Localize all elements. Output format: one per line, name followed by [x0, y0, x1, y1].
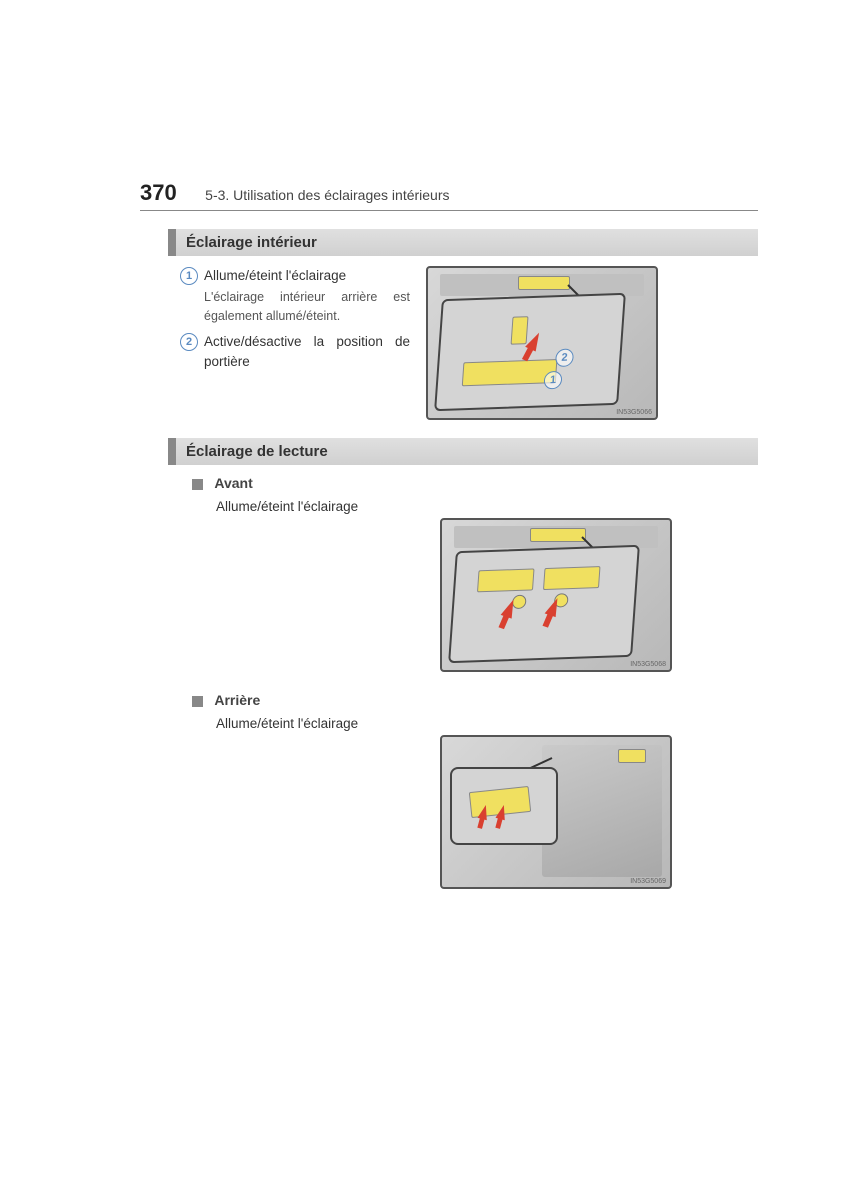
- page-number: 370: [140, 180, 177, 206]
- list-item: 1 Allume/éteint l'éclairage L'éclairage …: [180, 266, 410, 326]
- section1-row: 1 Allume/éteint l'éclairage L'éclairage …: [180, 266, 758, 420]
- step-text: Allume/éteint l'éclairage: [204, 268, 346, 283]
- subheading-rear: Arrière: [192, 692, 758, 708]
- figure-code: IN53G5069: [630, 878, 666, 885]
- figure-code: IN53G5066: [616, 409, 652, 416]
- square-bullet-icon: [192, 479, 203, 490]
- section1-text: 1 Allume/éteint l'éclairage L'éclairage …: [180, 266, 410, 378]
- section-heading-reading-light: Éclairage de lecture: [168, 438, 758, 465]
- figure-label-2: 2: [555, 348, 574, 367]
- page-header: 370 5-3. Utilisation des éclairages inté…: [140, 180, 758, 211]
- front-text: Allume/éteint l'éclairage: [216, 499, 758, 514]
- rear-text: Allume/éteint l'éclairage: [216, 716, 758, 731]
- section-heading-interior-light: Éclairage intérieur: [168, 229, 758, 256]
- breadcrumb: 5-3. Utilisation des éclairages intérieu…: [205, 187, 449, 203]
- step-badge-2: 2: [180, 333, 198, 351]
- figure-code: IN53G5068: [630, 661, 666, 668]
- list-item: 2 Active/désactive la position de portiè…: [180, 332, 410, 373]
- figure-rear-reading-light: IN53G5069: [440, 735, 672, 889]
- step-note: L'éclairage intérieur arrière est égalem…: [204, 288, 410, 326]
- page-content: 370 5-3. Utilisation des éclairages inté…: [0, 0, 848, 889]
- figure-label-1: 1: [543, 371, 562, 390]
- figure-interior-light: 2 1 IN53G5066: [426, 266, 658, 420]
- step-badge-1: 1: [180, 267, 198, 285]
- figure-front-reading-light: IN53G5068: [440, 518, 672, 672]
- step-text: Active/désactive la position de portière: [204, 334, 410, 369]
- subheading-front: Avant: [192, 475, 758, 491]
- square-bullet-icon: [192, 696, 203, 707]
